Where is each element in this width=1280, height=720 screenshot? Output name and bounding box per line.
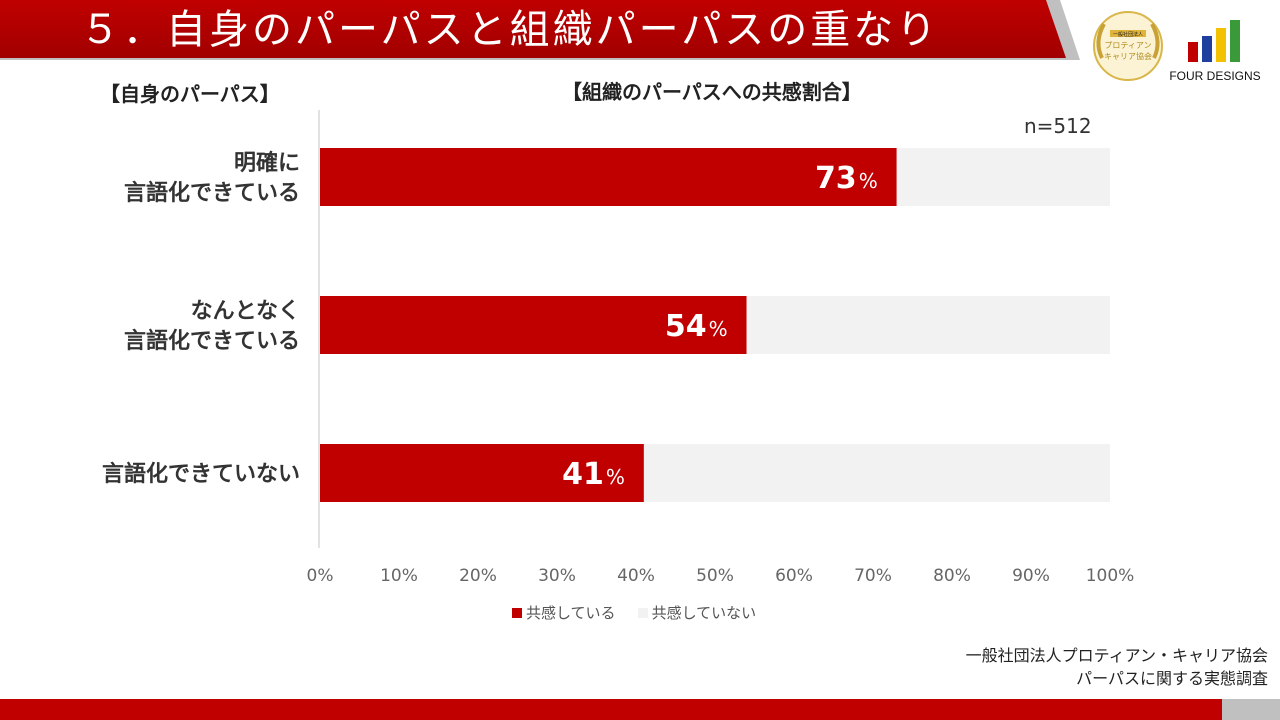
x-tick-label: 50% (696, 566, 734, 586)
badge-text-line: キャリア協会 (1104, 51, 1152, 61)
bar-not-empathize (746, 296, 1110, 354)
brand-name: FOUR DESIGNS (1169, 69, 1261, 83)
four-designs-logo (1188, 20, 1240, 62)
bar-not-empathize (896, 148, 1110, 206)
x-tick-label: 60% (775, 566, 813, 586)
chart-legend: 共感している 共感していない (512, 602, 778, 623)
x-tick-label: 40% (617, 566, 655, 586)
left-heading: 【自身のパーパス】 (100, 82, 280, 106)
x-tick-label: 70% (854, 566, 892, 586)
category-label: なんとなく (191, 299, 300, 324)
category-label: 明確に (234, 150, 300, 176)
brand-logo-bar (1230, 20, 1240, 62)
source-line-organization: 一般社団法人プロティアン・キャリア協会 (965, 646, 1268, 665)
bar-empathize (320, 444, 644, 502)
data-label-unit: % (709, 317, 728, 341)
legend-swatch-empathize (512, 607, 522, 618)
x-tick-label: 80% (933, 566, 971, 586)
brand-logo-bar (1216, 28, 1226, 62)
x-tick-label: 10% (380, 566, 418, 586)
x-tick-label: 90% (1012, 566, 1050, 586)
data-label: 73 (815, 161, 857, 196)
legend-item-empathize: 共感している (512, 602, 616, 623)
brand-logo-bar (1202, 36, 1212, 62)
badge-text-line: 一般社団法人 (1113, 31, 1143, 38)
data-label: 54 (665, 309, 707, 344)
legend-swatch-not-empathize (637, 607, 648, 618)
brand-logo-bar (1188, 42, 1198, 62)
source-note: 一般社団法人プロティアン・キャリア協会 パーパスに関する実態調査 (966, 644, 1268, 690)
data-label-unit: % (606, 465, 625, 489)
x-tick-label: 0% (307, 566, 334, 586)
category-label: 言語化できている (124, 180, 300, 206)
bar-empathize (320, 296, 747, 354)
laurel-badge-logo: 一般社団法人 プロティアン キャリア協会 (1093, 11, 1163, 81)
bar-empathize (320, 148, 897, 206)
legend-label-not-empathize: 共感していない (651, 604, 757, 622)
legend-label-empathize: 共感している (526, 604, 616, 622)
bar-not-empathize (643, 444, 1110, 502)
category-label: 言語化できている (124, 328, 300, 354)
x-tick-label: 20% (459, 566, 497, 586)
footer-bar-accent (1222, 699, 1280, 720)
header-banner (0, 0, 1066, 58)
page-title: ５．自身のパーパスと組織パーパスの重なり (80, 7, 940, 53)
badge-text-line: プロティアン (1104, 41, 1151, 50)
data-label-unit: % (859, 169, 878, 193)
source-line-survey: パーパスに関する実態調査 (1076, 669, 1268, 688)
sample-size-label: n=512 (1024, 114, 1092, 138)
legend-item-not-empathize: 共感していない (637, 602, 757, 623)
footer-bar (0, 699, 1222, 720)
data-label: 41 (562, 457, 604, 492)
category-label: 言語化できていない (102, 461, 300, 487)
chart-heading: 【組織のパーパスへの共感割合】 (562, 80, 862, 104)
x-tick-label: 30% (538, 566, 576, 586)
x-tick-label: 100% (1086, 566, 1135, 586)
